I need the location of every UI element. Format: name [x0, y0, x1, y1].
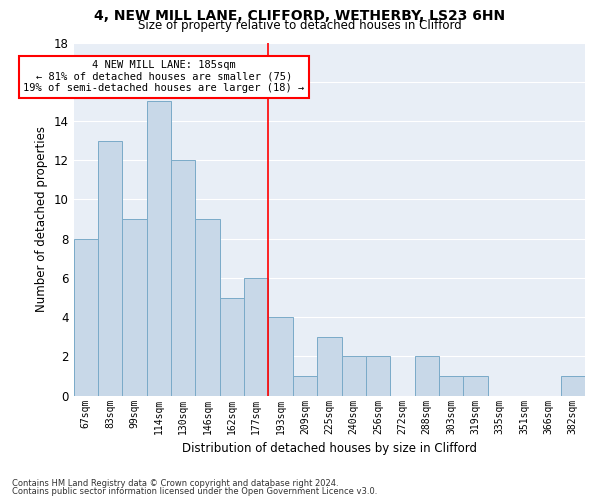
Bar	[415, 356, 439, 396]
Text: Size of property relative to detached houses in Clifford: Size of property relative to detached ho…	[138, 19, 462, 32]
Bar	[171, 160, 196, 396]
Bar	[366, 356, 390, 396]
Bar	[147, 102, 171, 396]
Y-axis label: Number of detached properties: Number of detached properties	[35, 126, 48, 312]
Bar	[122, 219, 147, 396]
Bar	[268, 317, 293, 396]
Text: Contains public sector information licensed under the Open Government Licence v3: Contains public sector information licen…	[12, 487, 377, 496]
Bar	[244, 278, 268, 396]
Bar	[220, 298, 244, 396]
Bar	[560, 376, 585, 396]
Bar	[98, 140, 122, 396]
Bar	[341, 356, 366, 396]
Bar	[196, 219, 220, 396]
Bar	[293, 376, 317, 396]
Text: 4, NEW MILL LANE, CLIFFORD, WETHERBY, LS23 6HN: 4, NEW MILL LANE, CLIFFORD, WETHERBY, LS…	[94, 9, 506, 23]
Bar	[74, 238, 98, 396]
Text: Contains HM Land Registry data © Crown copyright and database right 2024.: Contains HM Land Registry data © Crown c…	[12, 478, 338, 488]
X-axis label: Distribution of detached houses by size in Clifford: Distribution of detached houses by size …	[182, 442, 477, 455]
Text: 4 NEW MILL LANE: 185sqm
← 81% of detached houses are smaller (75)
19% of semi-de: 4 NEW MILL LANE: 185sqm ← 81% of detache…	[23, 60, 304, 94]
Bar	[439, 376, 463, 396]
Bar	[317, 337, 341, 396]
Bar	[463, 376, 488, 396]
